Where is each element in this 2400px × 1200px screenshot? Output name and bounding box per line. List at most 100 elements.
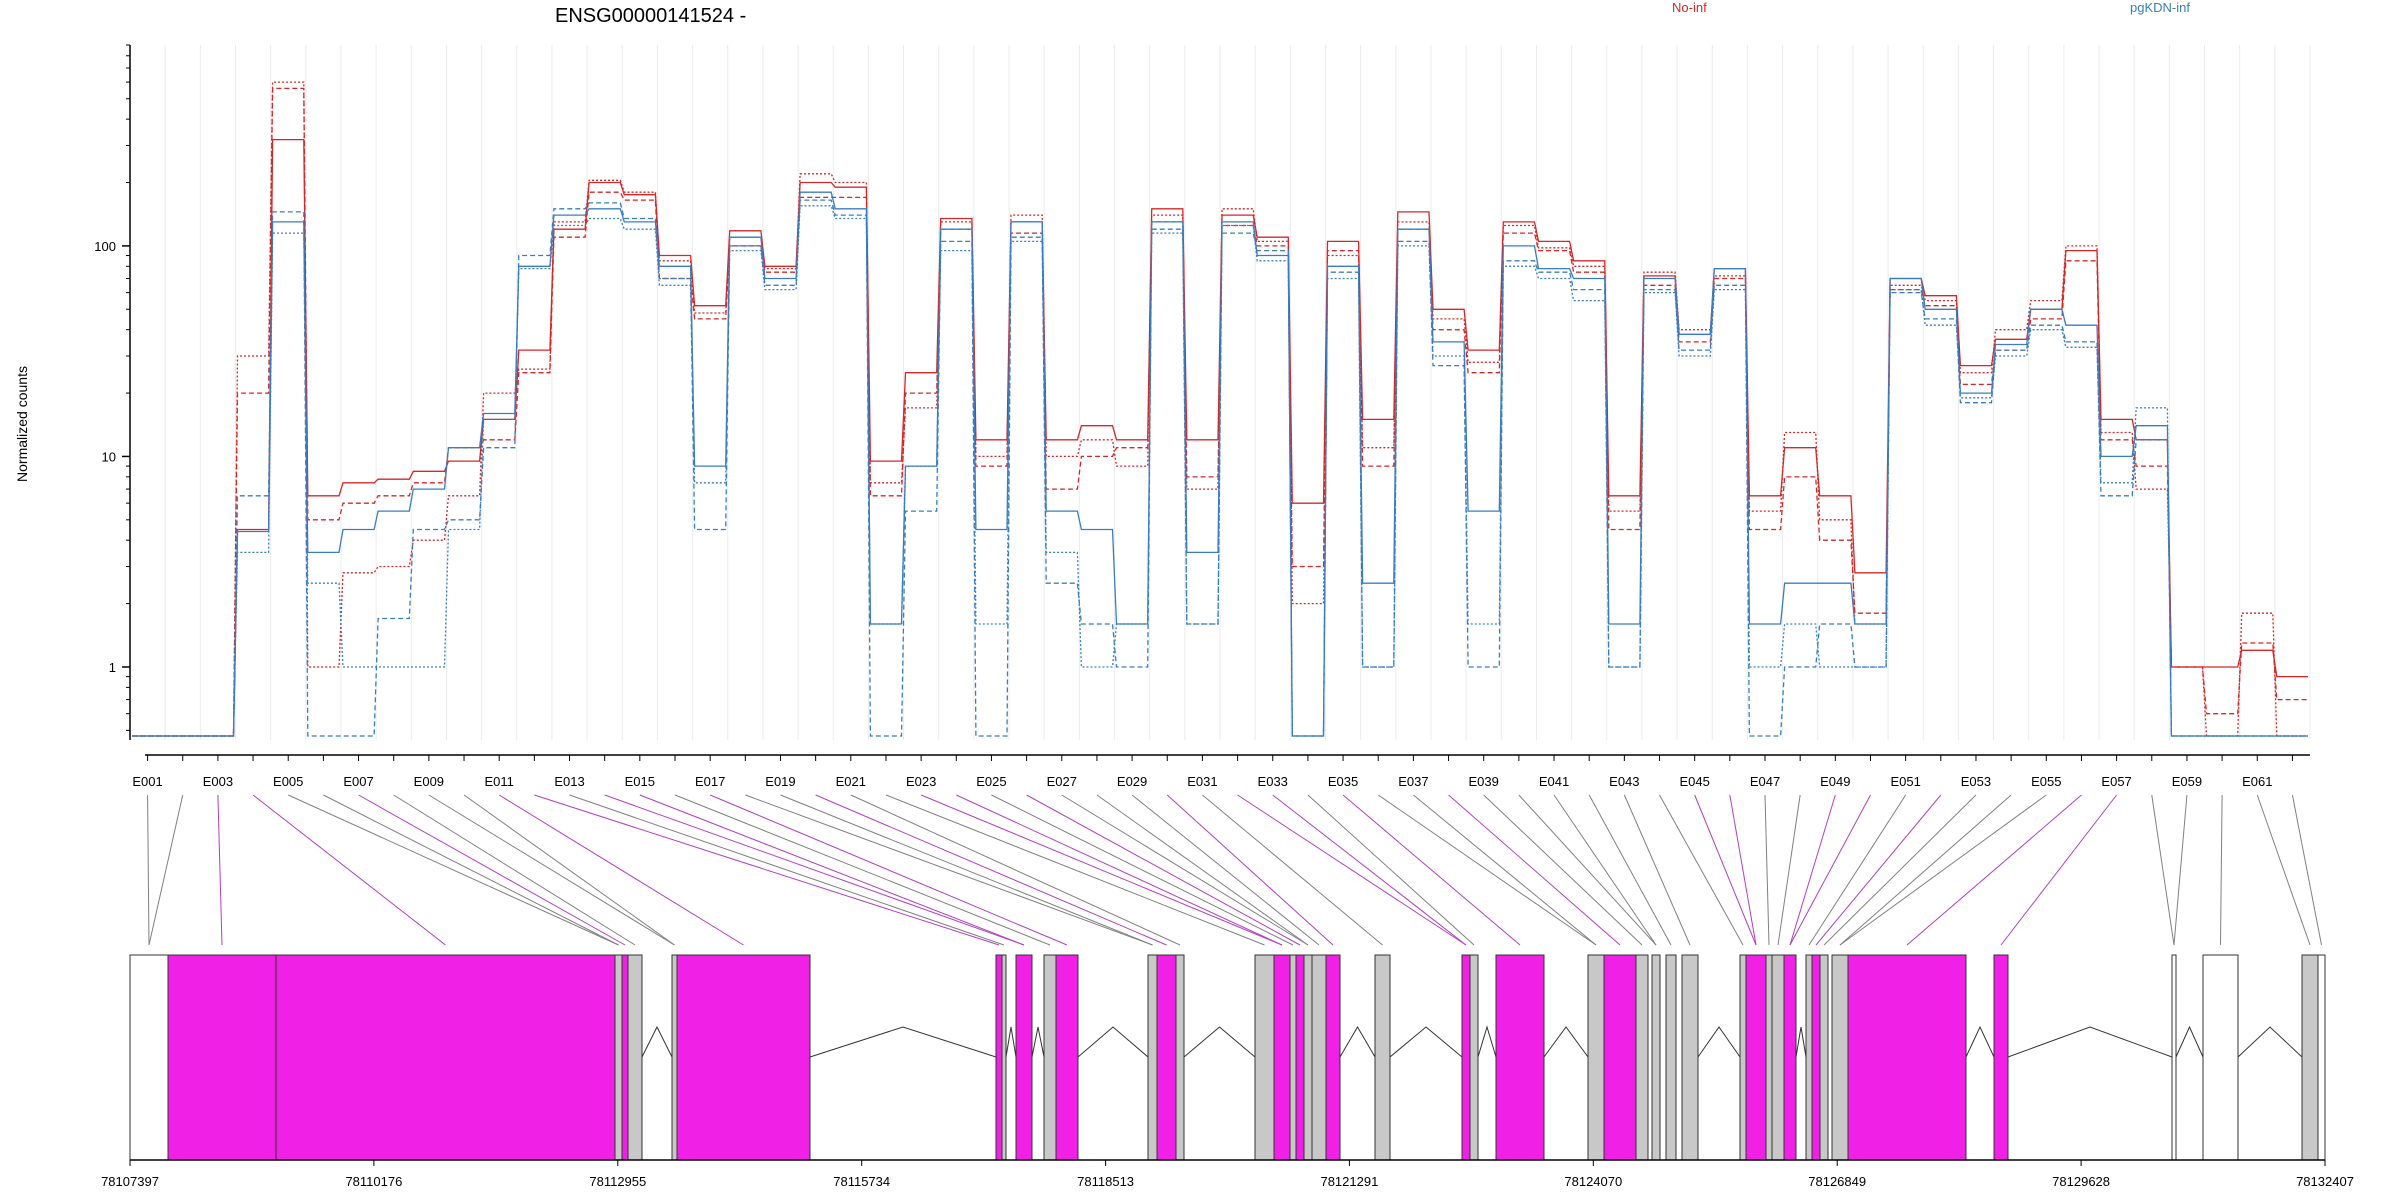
exon-block-significant <box>1325 954 1341 1161</box>
chart-title: ENSG00000141524 - <box>555 5 746 27</box>
x-tick-label-e051: E051 <box>1890 774 1920 789</box>
intron-line <box>1077 1026 1149 1058</box>
exon-block-tested <box>1043 954 1057 1161</box>
exon-block-untested <box>129 954 169 1161</box>
exon-connector <box>1026 794 1301 946</box>
exon-connector <box>569 794 1005 946</box>
exon-block-significant <box>1156 954 1177 1161</box>
x-tick-label-e021: E021 <box>836 774 866 789</box>
x-tick-label-e045: E045 <box>1679 774 1709 789</box>
exon-connector <box>428 794 675 946</box>
exon-connector <box>639 794 1025 946</box>
exon-connector <box>604 794 1025 946</box>
intron-line <box>1697 1026 1741 1058</box>
exon-connector <box>674 794 1051 946</box>
genomic-tick-label: 78126849 <box>1808 1174 1866 1189</box>
x-tick-label-e009: E009 <box>414 774 444 789</box>
exon-block-tested <box>1635 954 1649 1161</box>
exon-block-significant <box>1811 954 1821 1161</box>
exon-connector <box>393 794 636 946</box>
x-tick-label-e029: E029 <box>1117 774 1147 789</box>
exon-block-tested <box>1175 954 1185 1161</box>
exon-block-tested <box>1303 954 1313 1161</box>
exon-connector <box>1659 794 1744 946</box>
genomic-tick-label: 78121291 <box>1320 1174 1378 1189</box>
x-tick-label-e027: E027 <box>1047 774 1077 789</box>
exon-block-tested <box>1739 954 1747 1161</box>
exon-connector <box>1131 794 1320 946</box>
x-tick-label-e031: E031 <box>1187 774 1217 789</box>
exon-block-significant <box>1783 954 1797 1161</box>
intron-line <box>1183 1026 1256 1058</box>
exon-connector <box>1906 794 2082 946</box>
exon-block-untested <box>2202 954 2239 1161</box>
exon-block-significant <box>995 954 1003 1161</box>
exon-connector <box>1061 794 1309 946</box>
exon-block-tested <box>1254 954 1275 1161</box>
genomic-tick-label: 78132407 <box>2296 1174 2354 1189</box>
x-tick-label-e007: E007 <box>343 774 373 789</box>
exon-block-significant <box>1295 954 1305 1161</box>
x-tick-label-e041: E041 <box>1539 774 1569 789</box>
exon-block-tested <box>1771 954 1785 1161</box>
exon-connector <box>2256 794 2311 946</box>
y-axis-label: Normalized counts <box>14 366 30 482</box>
x-tick-label-e013: E013 <box>554 774 584 789</box>
exon-connector <box>1694 794 1757 946</box>
x-tick-label-e005: E005 <box>273 774 303 789</box>
x-tick-label-e033: E033 <box>1258 774 1288 789</box>
x-tick-label-e047: E047 <box>1750 774 1780 789</box>
exon-connector <box>1777 794 1801 946</box>
exon-connector <box>1764 794 1770 946</box>
exon-block-tested <box>614 954 623 1161</box>
exon-connector <box>534 794 1000 946</box>
x-tick-label-e017: E017 <box>695 774 725 789</box>
x-tick-label-e015: E015 <box>625 774 655 789</box>
exon-connector <box>147 794 150 946</box>
exon-connector <box>1808 794 1907 946</box>
exon-connector <box>1839 794 2047 946</box>
intron-line <box>2237 1026 2303 1058</box>
x-tick-label-e001: E001 <box>132 774 162 789</box>
exon-connector <box>1237 794 1467 946</box>
exon-connector <box>920 794 1283 946</box>
x-tick-label-e003: E003 <box>203 774 233 789</box>
exon-connector <box>1342 794 1521 946</box>
genomic-tick-label: 78118513 <box>1077 1174 1134 1189</box>
x-tick-label-e061: E061 <box>2242 774 2272 789</box>
x-tick-label-e019: E019 <box>765 774 795 789</box>
genomic-tick-label: 78107397 <box>101 1174 159 1189</box>
exon-block-tested <box>1831 954 1849 1161</box>
exon-block-tested <box>1469 954 1479 1161</box>
genomic-axis: 78107397 78110176 78112955 78115734 78118513… <box>101 1159 2354 1189</box>
exon-block-tested <box>1587 954 1605 1161</box>
exon-block-tested <box>1289 954 1297 1161</box>
exon-block-significant <box>621 954 629 1161</box>
exon-connector <box>1377 794 1597 946</box>
genomic-tick-label: 78124070 <box>1564 1174 1622 1189</box>
exon-connector <box>1789 794 1836 946</box>
exon-block-tested <box>1374 954 1391 1161</box>
exon-block-significant <box>1603 954 1637 1161</box>
legend-entry-pgkdn-inf: pgKDN-inf <box>2130 0 2190 15</box>
intron-line <box>1339 1026 1376 1058</box>
exon-connector <box>1272 794 1467 946</box>
exon-block-tested <box>2301 954 2319 1161</box>
exon-block-significant <box>1495 954 1545 1161</box>
exon-block-significant <box>1273 954 1291 1161</box>
legend-entry-no-inf: No-inf <box>1672 0 1707 15</box>
y-tick-label: 1 <box>109 660 116 675</box>
y-tick-label: 10 <box>102 449 116 464</box>
exon-connector <box>1307 794 1475 946</box>
exon-connector <box>1166 794 1334 946</box>
exon-block-significant <box>1055 954 1079 1161</box>
x-tick-label-e037: E037 <box>1398 774 1428 789</box>
y-tick-label: 100 <box>94 239 116 254</box>
x-tick-label-e059: E059 <box>2172 774 2202 789</box>
exon-connector <box>1413 794 1597 946</box>
exon-block-significant <box>1993 954 2009 1161</box>
exon-connector <box>1483 794 1643 946</box>
exon-connector <box>2291 794 2322 946</box>
x-tick-label-e035: E035 <box>1328 774 1358 789</box>
exon-connector <box>850 794 1181 946</box>
